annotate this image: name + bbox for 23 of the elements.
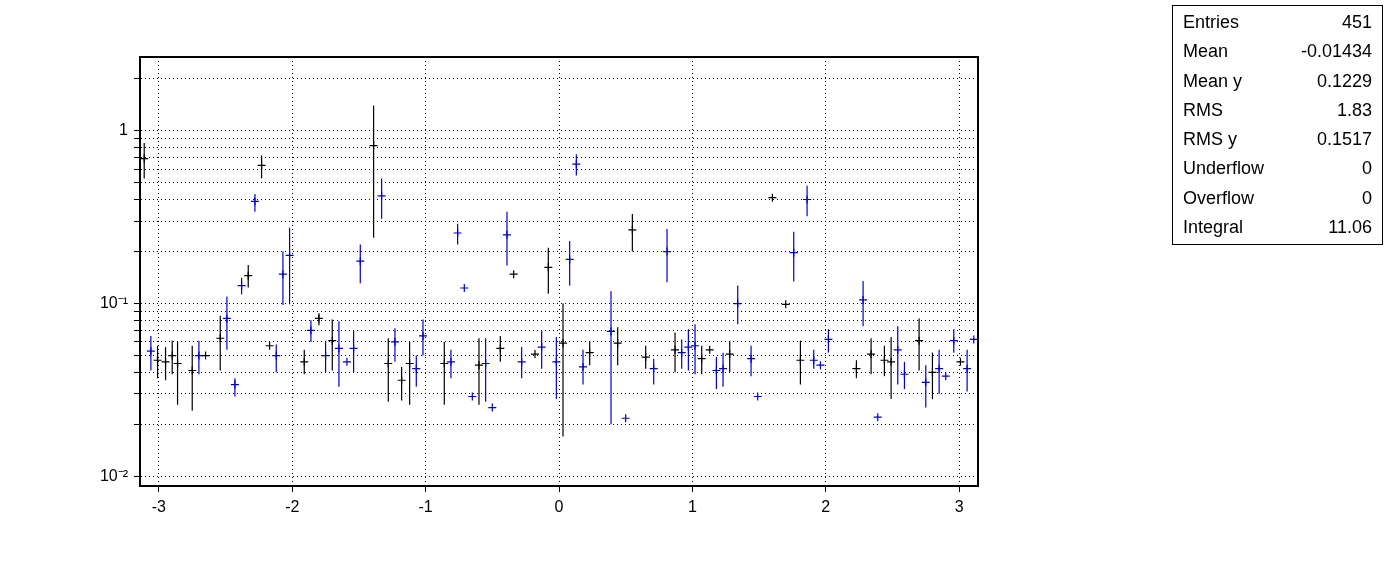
x-tick-label: -3	[151, 498, 167, 516]
text: Integral 11.06	[1183, 217, 1372, 238]
text: Underflow 0	[1183, 158, 1372, 179]
point	[459, 283, 469, 293]
x-tick-label: 1	[687, 498, 697, 516]
x-tick-label: 2	[821, 498, 831, 516]
point	[530, 349, 540, 359]
text: Mean y 0.1229	[1183, 70, 1372, 91]
x-tick-label: -1	[418, 498, 433, 516]
point	[955, 357, 966, 367]
text: RMS 1.83	[1183, 99, 1372, 120]
y-tick-label: 10⁻¹	[99, 293, 128, 311]
x-tick-label: 0	[554, 498, 564, 516]
point	[509, 269, 519, 279]
text: Mean -0.01434	[1183, 41, 1372, 62]
text: Overflow 0	[1183, 187, 1372, 208]
x-tick-label: -2	[285, 498, 300, 516]
text: RMS y 0.1517	[1183, 129, 1372, 150]
y-tick-label: 1	[119, 121, 129, 139]
x-tick-label: 3	[954, 498, 964, 516]
point	[342, 357, 352, 367]
y-tick-label: 10⁻²	[99, 466, 129, 484]
text: Entries 451	[1183, 12, 1372, 32]
